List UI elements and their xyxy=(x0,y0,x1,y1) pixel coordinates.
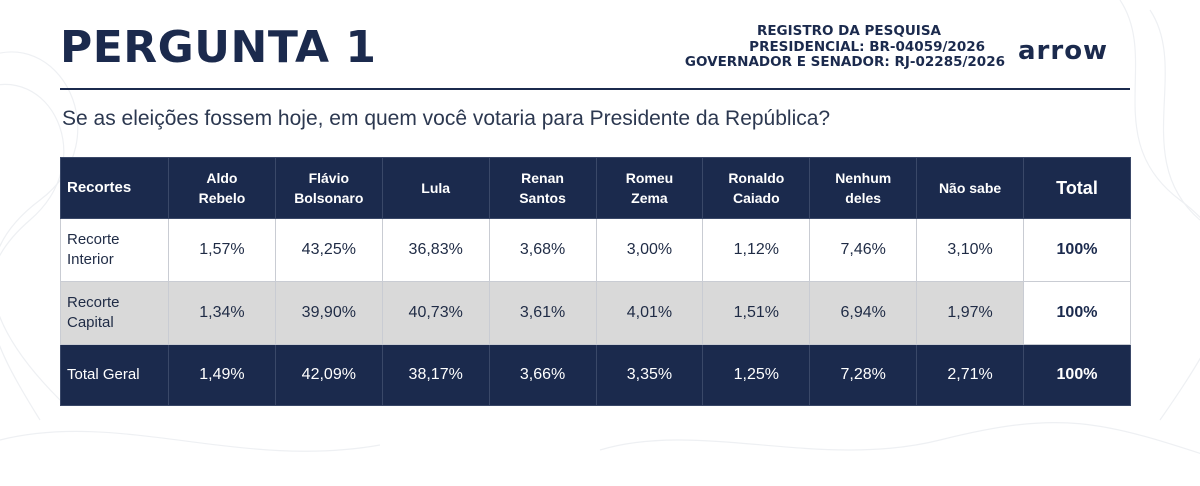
arrow-logo: arrow xyxy=(1018,36,1109,66)
column-header-candidate: Aldo Rebelo xyxy=(168,157,276,219)
total-cell: 100% xyxy=(1023,344,1131,406)
table-cell: 1,25% xyxy=(702,344,811,406)
table-cell: 39,90% xyxy=(274,281,383,345)
row-label: Total Geral xyxy=(60,344,169,406)
column-header-candidate: Lula xyxy=(381,157,490,219)
registro-line: GOVERNADOR E SENADOR: RJ-02285/2026 xyxy=(684,54,1005,70)
table-cell: 38,17% xyxy=(381,344,490,406)
total-cell: 100% xyxy=(1023,218,1131,282)
table-cell: 3,10% xyxy=(916,218,1024,282)
table-cell: 36,83% xyxy=(381,218,490,282)
table-cell: 1,51% xyxy=(702,281,811,345)
table-cell: 42,09% xyxy=(274,344,383,406)
row-label: Recorte Interior xyxy=(60,218,169,282)
page-title: PERGUNTA 1 xyxy=(60,22,377,73)
total-cell: 100% xyxy=(1023,281,1131,345)
row-label: Recorte Capital xyxy=(60,281,169,345)
column-header-candidate: Romeu Zema xyxy=(595,157,704,219)
table-cell: 3,35% xyxy=(595,344,704,406)
column-header-candidate: Renan Santos xyxy=(488,157,597,219)
question-text: Se as eleições fossem hoje, em quem você… xyxy=(62,107,831,130)
table-cell: 7,46% xyxy=(809,218,918,282)
table-cell: 1,57% xyxy=(168,218,276,282)
table-cell: 1,49% xyxy=(168,344,276,406)
table-cell: 1,97% xyxy=(916,281,1024,345)
column-header-recortes: Recortes xyxy=(60,157,169,219)
table-cell: 6,94% xyxy=(809,281,918,345)
column-header-candidate: Nenhum deles xyxy=(809,157,918,219)
table-cell: 1,12% xyxy=(702,218,811,282)
table-cell: 3,00% xyxy=(595,218,704,282)
table-cell: 1,34% xyxy=(168,281,276,345)
registro-line: REGISTRO DA PESQUISA xyxy=(756,23,941,39)
table-cell: 2,71% xyxy=(916,344,1024,406)
header-divider xyxy=(60,88,1130,90)
registro-line: PRESIDENCIAL: BR-04059/2026 xyxy=(749,38,985,55)
survey-registration: REGISTRO DA PESQUISA PRESIDENCIAL: BR-04… xyxy=(585,23,1005,71)
table-row: Recorte Capital 1,34% 39,90% 40,73% 3,61%… xyxy=(60,281,1131,345)
column-header-candidate: Ronaldo Caiado xyxy=(702,157,811,219)
table-header-row: Recortes Aldo Rebelo Flávio Bolsonaro Lula… xyxy=(60,157,1131,219)
table-cell: 3,68% xyxy=(488,218,597,282)
column-header-candidate: Não sabe xyxy=(916,157,1024,219)
table-row-total-geral: Total Geral 1,49% 42,09% 38,17% 3,66% 3,… xyxy=(60,344,1131,406)
table-row: Recorte Interior 1,57% 43,25% 36,83% 3,68… xyxy=(60,218,1131,282)
results-table: Recortes Aldo Rebelo Flávio Bolsonaro Lula… xyxy=(60,157,1131,406)
column-header-total: Total xyxy=(1023,157,1131,219)
table-cell: 7,28% xyxy=(809,344,918,406)
table-cell: 4,01% xyxy=(595,281,704,345)
table-cell: 3,61% xyxy=(488,281,597,345)
table-cell: 3,66% xyxy=(488,344,597,406)
column-header-candidate: Flávio Bolsonaro xyxy=(274,157,383,219)
table-cell: 40,73% xyxy=(381,281,490,345)
table-cell: 43,25% xyxy=(274,218,383,282)
